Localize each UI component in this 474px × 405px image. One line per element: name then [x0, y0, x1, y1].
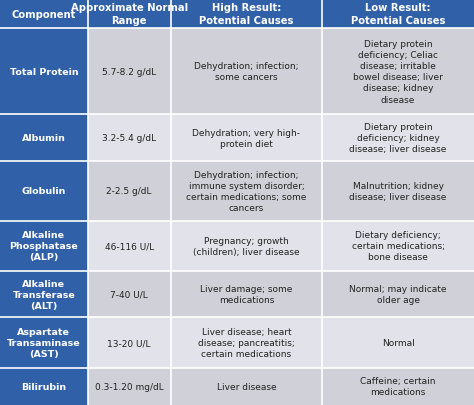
- Text: 5.7-8.2 g/dL: 5.7-8.2 g/dL: [102, 68, 156, 77]
- Text: Aspartate
Transaminase
(AST): Aspartate Transaminase (AST): [7, 327, 81, 358]
- Bar: [171, 162, 322, 221]
- Text: Malnutrition; kidney
disease; liver disease: Malnutrition; kidney disease; liver dise…: [349, 181, 447, 201]
- Text: Dietary protein
deficiency; kidney
disease; liver disease: Dietary protein deficiency; kidney disea…: [349, 123, 447, 154]
- Bar: [0, 368, 88, 405]
- Bar: [0, 115, 88, 162]
- Text: Liver damage; some
medications: Liver damage; some medications: [201, 284, 292, 305]
- Bar: [171, 368, 322, 405]
- Text: 7-40 U/L: 7-40 U/L: [110, 290, 148, 299]
- Text: Normal; may indicate
older age: Normal; may indicate older age: [349, 284, 447, 305]
- Text: Dehydration; infection;
some cancers: Dehydration; infection; some cancers: [194, 62, 299, 82]
- Bar: [322, 0, 474, 29]
- Bar: [88, 162, 171, 221]
- Bar: [322, 115, 474, 162]
- Text: Component: Component: [12, 10, 76, 19]
- Text: Normal: Normal: [382, 338, 415, 347]
- Text: Globulin: Globulin: [22, 187, 66, 196]
- Bar: [322, 29, 474, 115]
- Bar: [0, 29, 88, 115]
- Bar: [88, 0, 171, 29]
- Bar: [322, 162, 474, 221]
- Bar: [88, 318, 171, 368]
- Bar: [171, 271, 322, 318]
- Text: 13-20 U/L: 13-20 U/L: [108, 338, 151, 347]
- Text: High Result:
Potential Causes: High Result: Potential Causes: [199, 3, 294, 26]
- Bar: [171, 318, 322, 368]
- Text: Liver disease; heart
disease; pancreatitis;
certain medications: Liver disease; heart disease; pancreatit…: [198, 327, 295, 358]
- Text: Albumin: Albumin: [22, 134, 66, 143]
- Bar: [0, 162, 88, 221]
- Bar: [322, 271, 474, 318]
- Bar: [0, 0, 88, 29]
- Bar: [171, 115, 322, 162]
- Text: Caffeine; certain
medications: Caffeine; certain medications: [360, 376, 436, 396]
- Text: Bilirubin: Bilirubin: [21, 382, 66, 391]
- Text: Liver disease: Liver disease: [217, 382, 276, 391]
- Text: Dietary deficiency;
certain medications;
bone disease: Dietary deficiency; certain medications;…: [352, 230, 445, 262]
- Text: Dietary protein
deficiency; Celiac
disease; irritable
bowel disease; liver
disea: Dietary protein deficiency; Celiac disea…: [353, 40, 443, 104]
- Bar: [0, 318, 88, 368]
- Text: Pregnancy; growth
(children); liver disease: Pregnancy; growth (children); liver dise…: [193, 236, 300, 256]
- Text: Dehydration; infection;
immune system disorder;
certain medications; some
cancer: Dehydration; infection; immune system di…: [186, 170, 307, 212]
- Text: Dehydration; very high-
protein diet: Dehydration; very high- protein diet: [192, 128, 301, 148]
- Bar: [322, 368, 474, 405]
- Text: Low Result:
Potential Causes: Low Result: Potential Causes: [351, 3, 446, 26]
- Bar: [0, 221, 88, 271]
- Text: Total Protein: Total Protein: [9, 68, 78, 77]
- Text: Approximate Normal
Range: Approximate Normal Range: [71, 3, 188, 26]
- Bar: [322, 318, 474, 368]
- Bar: [88, 29, 171, 115]
- Text: 46-116 U/L: 46-116 U/L: [105, 242, 154, 251]
- Bar: [322, 221, 474, 271]
- Text: 0.3-1.20 mg/dL: 0.3-1.20 mg/dL: [95, 382, 164, 391]
- Bar: [171, 0, 322, 29]
- Bar: [0, 271, 88, 318]
- Text: 2-2.5 g/dL: 2-2.5 g/dL: [107, 187, 152, 196]
- Bar: [88, 271, 171, 318]
- Bar: [171, 221, 322, 271]
- Bar: [88, 368, 171, 405]
- Bar: [88, 115, 171, 162]
- Text: Alkaline
Phosphatase
(ALP): Alkaline Phosphatase (ALP): [9, 230, 78, 262]
- Bar: [171, 29, 322, 115]
- Text: 3.2-5.4 g/dL: 3.2-5.4 g/dL: [102, 134, 156, 143]
- Bar: [88, 221, 171, 271]
- Text: Alkaline
Transferase
(ALT): Alkaline Transferase (ALT): [12, 279, 75, 310]
